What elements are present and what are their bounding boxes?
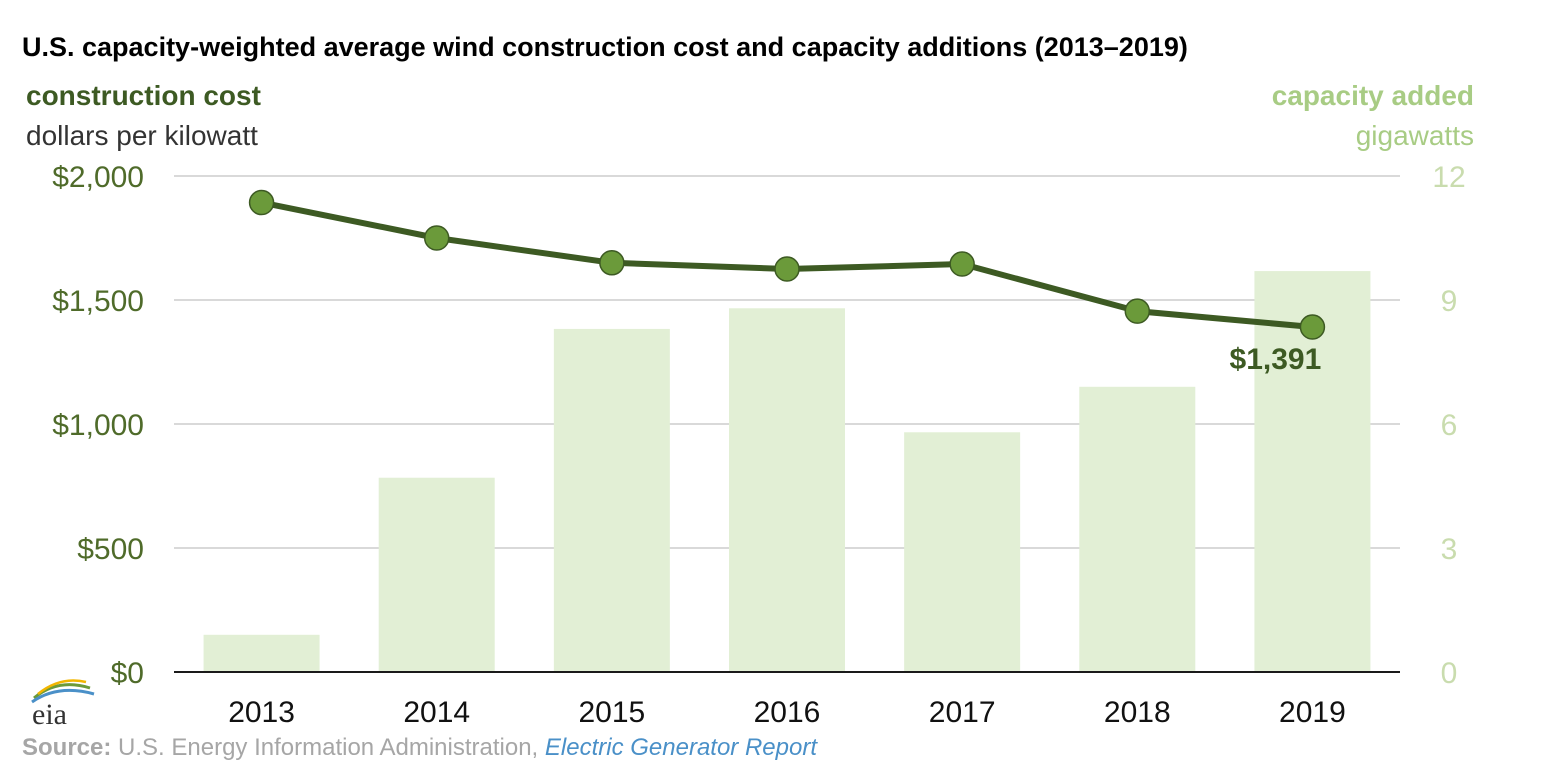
bar-2016 — [729, 308, 845, 672]
eia-logo: eia — [31, 679, 95, 728]
bar-2014 — [378, 477, 495, 672]
cost-point-2013 — [248, 189, 275, 216]
right-tick-label: 0 — [1441, 657, 1458, 690]
left-tick-label: $0 — [111, 657, 144, 690]
chart-title: U.S. capacity-weighted average wind cons… — [22, 32, 1188, 62]
cost-point-2016 — [774, 256, 800, 282]
left-axis-unit: dollars per kilowatt — [26, 120, 258, 151]
x-tick-label: 2015 — [578, 696, 645, 729]
x-tick-label: 2013 — [228, 696, 295, 729]
bar-2015 — [553, 328, 670, 672]
right-axis-title: capacity added — [1271, 80, 1474, 111]
x-tick-label: 2019 — [1279, 696, 1346, 729]
x-tick-label: 2018 — [1104, 696, 1171, 729]
left-tick-label: $1,500 — [52, 285, 144, 318]
cost-point-2019 — [1299, 314, 1326, 340]
right-tick-label: 12 — [1432, 161, 1465, 194]
source-label: Source: — [22, 734, 112, 761]
bar-2013 — [203, 634, 320, 672]
left-tick-label: $2,000 — [52, 161, 144, 194]
cost-point-2017 — [949, 251, 975, 277]
cost-point-2018 — [1124, 298, 1151, 324]
source-line: Source: U.S. Energy Information Administ… — [22, 734, 817, 762]
x-tick-label: 2017 — [929, 696, 996, 729]
x-tick-label: 2016 — [754, 696, 821, 729]
left-axis-title: construction cost — [26, 80, 261, 111]
bar-2018 — [1079, 386, 1196, 672]
source-link[interactable]: Electric Generator Report — [544, 734, 817, 761]
source-text: U.S. Energy Information Administration, — [118, 734, 539, 761]
left-tick-label: $500 — [77, 533, 144, 566]
logo-wordmark: eia — [32, 698, 67, 728]
left-tick-label: $1,000 — [52, 409, 144, 442]
right-tick-label: 3 — [1441, 533, 1458, 566]
cost-point-2015 — [599, 250, 625, 276]
right-axis-unit: gigawatts — [1355, 120, 1474, 151]
bar-2017 — [904, 432, 1021, 672]
x-tick-label: 2014 — [403, 696, 470, 729]
cost-point-2014 — [423, 225, 450, 251]
right-tick-label: 6 — [1441, 409, 1458, 442]
data-label: $1,391 — [1230, 343, 1322, 376]
right-tick-label: 9 — [1441, 285, 1458, 318]
